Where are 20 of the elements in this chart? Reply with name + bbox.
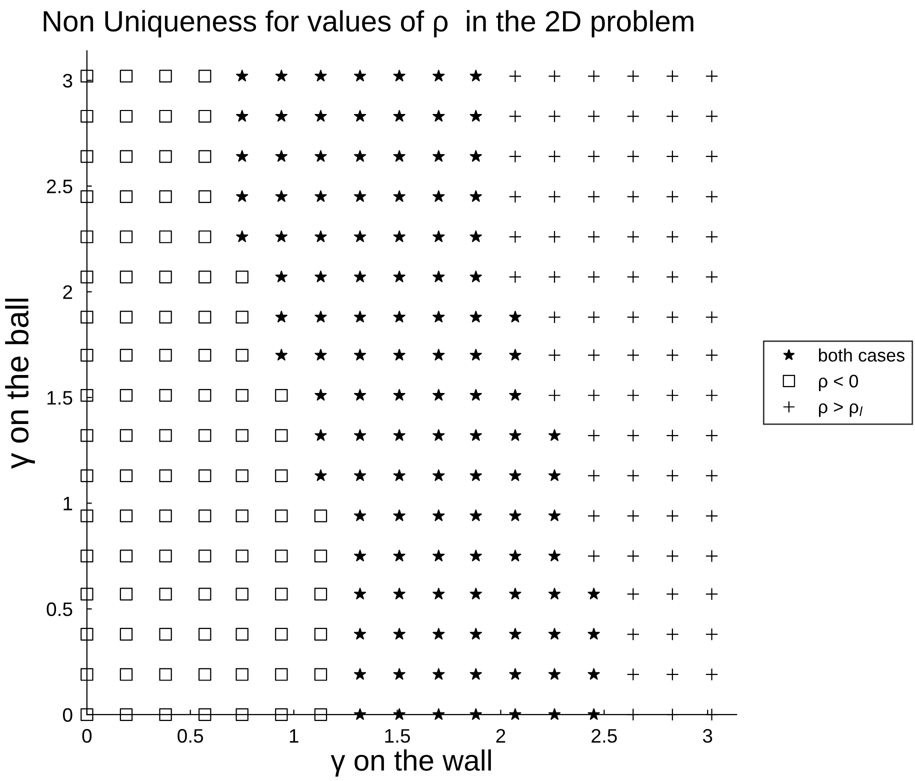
y-axis-title: γ on the ball	[5, 298, 35, 469]
x-tick-label: 3	[702, 729, 712, 743]
y-tick-label: 0	[62, 708, 72, 722]
y-tick-label: 1	[64, 496, 72, 510]
x-tick-label: 2	[496, 729, 506, 743]
x-tick-label: 2.5	[592, 729, 617, 743]
y-tick-label: 2.5	[46, 180, 72, 194]
legend-label: both cases	[818, 348, 904, 362]
y-tick-label: 0.5	[46, 602, 72, 616]
x-axis-title: γ on the wall	[330, 749, 491, 777]
y-tick-label: 1.5	[47, 391, 72, 405]
chart-title: Non Uniqueness for values of ρ in the 2D problem	[44, 10, 694, 38]
x-tick-label: 1.5	[385, 729, 410, 743]
y-tick-label: 2	[63, 285, 72, 299]
x-tick-label: 0	[82, 729, 92, 743]
legend-label: ρ < 0	[818, 374, 858, 392]
x-tick-label: 1	[290, 729, 298, 743]
x-tick-label: 0.5	[178, 729, 204, 743]
legend-label: ρ > ρ$_{l}$	[818, 402, 863, 417]
y-tick-label: 3	[62, 74, 72, 88]
